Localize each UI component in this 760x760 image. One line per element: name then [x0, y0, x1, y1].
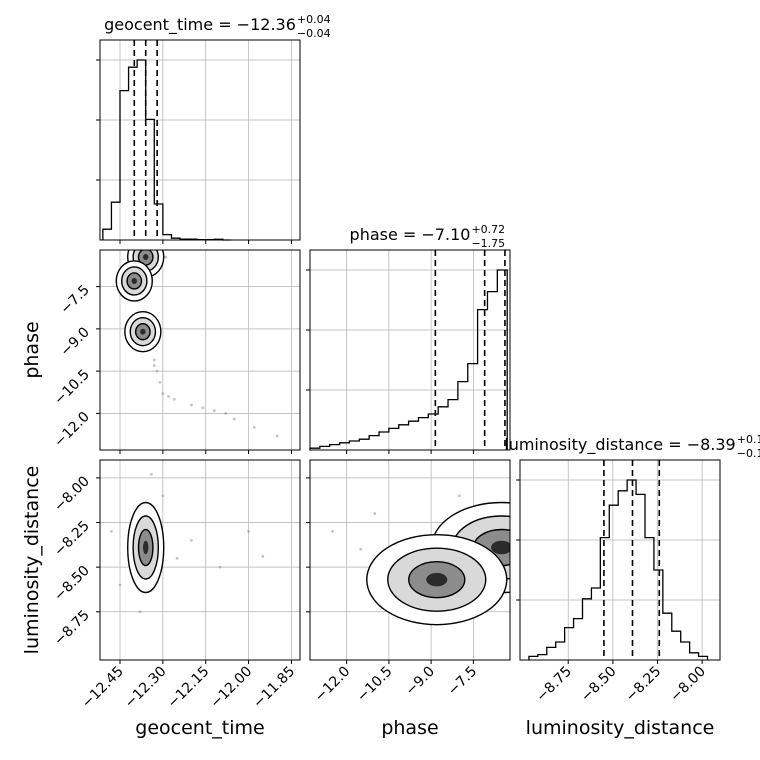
scatter-point: [175, 556, 179, 560]
panel-frame: [519, 459, 721, 661]
scatter-panel-geocent_time-phase: [96, 249, 301, 454]
panel-content: [115, 250, 279, 438]
y-tick-label: −8.25: [51, 518, 93, 560]
scatter-point: [232, 417, 236, 421]
scatter-point: [155, 369, 159, 373]
title-sub: −0.16: [737, 447, 760, 460]
scatter-point: [167, 395, 170, 398]
contour-core: [140, 328, 146, 335]
scatter-point: [138, 610, 142, 614]
y-tick-label: −10.5: [51, 367, 93, 409]
x-tick-label: −10.5: [354, 664, 396, 706]
x-tick-label: −12.45: [79, 664, 127, 712]
panel-content: [331, 494, 510, 626]
hist-panel-phase: [306, 249, 511, 454]
x-tick-label: −8.25: [623, 664, 665, 706]
x-tick-label: −12.30: [122, 664, 170, 712]
x-tick-label: −7.5: [445, 664, 480, 699]
title-sub: −1.75: [471, 237, 505, 250]
labels-layer: geocent_time = −12.36 +0.04−0.04 phase = −…: [21, 13, 760, 739]
scatter-point: [331, 530, 334, 533]
contour-core: [426, 572, 448, 587]
y-tick-label: −12.0: [51, 409, 93, 451]
x-tick-label: −12.00: [207, 664, 255, 712]
scatter-point: [224, 411, 228, 415]
x-axis-label: luminosity_distance: [526, 717, 715, 739]
y-tick-label: −8.50: [51, 563, 93, 605]
y-axis-label: phase: [21, 321, 43, 378]
scatter-point: [161, 494, 165, 498]
contour-core: [131, 277, 137, 284]
x-tick-label: −11.85: [250, 664, 298, 712]
scatter-panel-phase-luminosity_distance: [306, 459, 511, 664]
scatter-point: [373, 512, 377, 515]
title-sub: −0.04: [297, 27, 331, 40]
scatter-point: [252, 426, 256, 429]
scatter-point: [152, 358, 156, 362]
scatter-point: [161, 392, 165, 396]
panel-frame: [99, 39, 301, 241]
panel-content: [110, 472, 265, 614]
histogram-step: [309, 269, 508, 450]
contour-core: [143, 540, 149, 555]
scatter-point: [150, 472, 153, 476]
x-tick-label: −9.0: [403, 664, 438, 699]
scatter-point: [359, 547, 363, 551]
x-tick-label: −8.50: [578, 664, 620, 706]
panel-frame: [99, 249, 301, 451]
panel-title: luminosity_distance = −8.39: [504, 435, 735, 455]
y-tick-label: −7.5: [57, 282, 92, 317]
panel-frame: [309, 249, 511, 451]
y-tick-label: −8.00: [51, 473, 93, 515]
scatter-point: [190, 403, 193, 407]
scatter-point: [110, 530, 113, 533]
scatter-point: [158, 380, 162, 384]
scatter-point: [201, 406, 205, 410]
hist-panel-luminosity_distance: [516, 459, 721, 664]
scatter-point: [152, 364, 156, 367]
x-axis-label: phase: [381, 717, 438, 739]
panel-title: phase = −7.10: [350, 225, 471, 244]
x-tick-label: −12.0: [312, 664, 354, 706]
x-axis-label: geocent_time: [135, 717, 264, 739]
title-sup: +0.72: [471, 223, 505, 236]
scatter-point: [218, 565, 222, 569]
panels-layer: [96, 39, 721, 664]
scatter-point: [457, 494, 461, 498]
histogram-step: [528, 479, 709, 660]
y-tick-label: −9.0: [57, 324, 92, 359]
scatter-point: [164, 255, 168, 259]
scatter-point: [212, 409, 216, 412]
x-tick-label: −12.15: [165, 664, 213, 712]
scatter-point: [190, 538, 193, 542]
y-tick-label: −8.75: [51, 607, 93, 649]
panel-frame: [309, 459, 511, 661]
x-tick-label: −8.00: [667, 664, 709, 706]
contour-core: [143, 254, 149, 261]
x-tick-label: −8.75: [533, 664, 575, 706]
y-axis-label: luminosity_distance: [21, 466, 43, 655]
scatter-point: [261, 555, 265, 558]
scatter-point: [172, 397, 176, 401]
scatter-point: [118, 583, 122, 587]
scatter-panel-geocent_time-luminosity_distance: [96, 459, 301, 664]
hist-panel-geocent_time: [96, 39, 301, 244]
histogram-step: [102, 59, 232, 241]
panel-frame: [99, 459, 301, 661]
contour-core: [491, 540, 510, 555]
scatter-point: [247, 530, 250, 533]
title-sup: +0.15: [737, 433, 760, 446]
panel-title: geocent_time = −12.36: [104, 15, 296, 35]
scatter-point: [275, 434, 279, 438]
title-sup: +0.04: [297, 13, 331, 26]
